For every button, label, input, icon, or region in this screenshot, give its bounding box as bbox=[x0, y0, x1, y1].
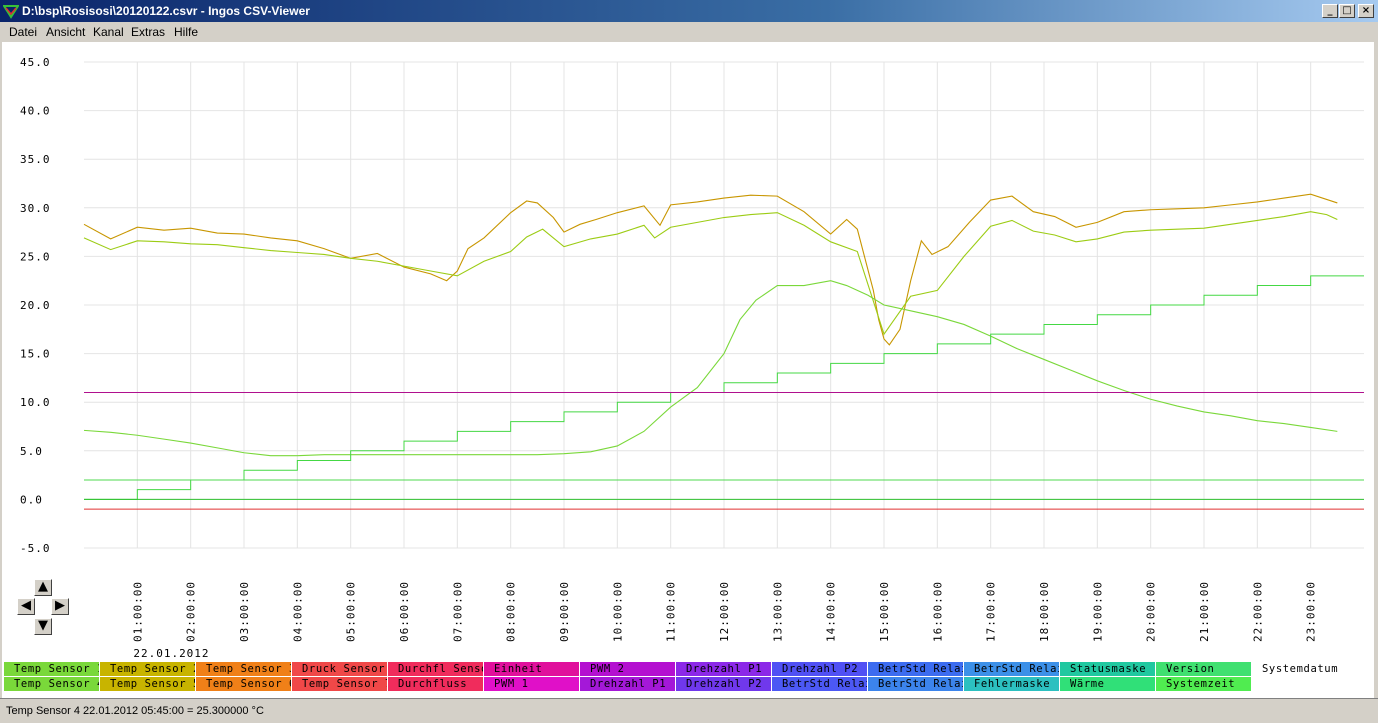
x-tick-label: 18:00:00 bbox=[1038, 581, 1051, 642]
x-tick-label: 21:00:00 bbox=[1198, 581, 1211, 642]
legend-channel[interactable]: Temp Sensor 5 bbox=[100, 677, 195, 691]
minimize-button[interactable]: _ bbox=[1322, 4, 1338, 18]
x-tick-label: 23:00:00 bbox=[1305, 581, 1318, 642]
series-line bbox=[83, 211, 1338, 336]
status-text: Temp Sensor 4 22.01.2012 05:45:00 = 25.3… bbox=[6, 705, 264, 717]
legend-channel[interactable]: Drehzahl P1 bbox=[676, 662, 771, 676]
menu-ansicht[interactable]: Ansicht bbox=[46, 25, 86, 39]
x-tick-label: 08:00:00 bbox=[505, 581, 518, 642]
y-tick-label: 25.0 bbox=[20, 250, 51, 263]
legend-channel[interactable]: Druck Sensor bbox=[292, 662, 387, 676]
menu-kanal[interactable]: Kanal bbox=[93, 25, 124, 39]
x-tick-label: 09:00:00 bbox=[558, 581, 571, 642]
legend-channel[interactable]: Statusmaske bbox=[1060, 662, 1155, 676]
date-label: 22.01.2012 bbox=[133, 647, 209, 660]
x-tick-label: 13:00:00 bbox=[771, 581, 784, 642]
legend-channel[interactable]: Systemdatum bbox=[1252, 662, 1347, 676]
navigation-pad: ▲ ◀ ▶ ▼ bbox=[16, 578, 72, 638]
legend-channel[interactable]: Temp Sensor 4 bbox=[4, 677, 99, 691]
x-tick-label: 05:00:00 bbox=[345, 581, 358, 642]
legend-channel[interactable]: Einheit bbox=[484, 662, 579, 676]
x-tick-label: 17:00:00 bbox=[985, 581, 998, 642]
legend-channel[interactable]: Drehzahl P1 bbox=[580, 677, 675, 691]
scroll-up-button[interactable]: ▲ bbox=[34, 579, 52, 596]
scroll-right-button[interactable]: ▶ bbox=[51, 598, 69, 615]
x-tick-label: 02:00:00 bbox=[185, 581, 198, 642]
x-tick-label: 20:00:00 bbox=[1145, 581, 1158, 642]
menu-datei[interactable]: Datei bbox=[9, 25, 38, 39]
title-bar[interactable]: D:\bsp\Rosisosi\20120122.csvr - Ingos CS… bbox=[0, 0, 1378, 22]
legend-channel[interactable]: Systemzeit bbox=[1156, 677, 1251, 691]
x-tick-label: 22:00:00 bbox=[1251, 581, 1264, 642]
legend-channel[interactable]: Temp Sensor 2 bbox=[100, 662, 195, 676]
x-tick-label: 03:00:00 bbox=[238, 581, 251, 642]
x-tick-label: 11:00:00 bbox=[665, 581, 678, 642]
scroll-down-button[interactable]: ▼ bbox=[34, 618, 52, 635]
legend-channel[interactable]: PWM 2 bbox=[580, 662, 675, 676]
series-line bbox=[83, 280, 1338, 457]
legend-channel[interactable]: BetrStd Relais 1 bbox=[772, 677, 867, 691]
y-tick-label: 45.0 bbox=[20, 56, 51, 69]
legend-channel[interactable]: BetrStd Relais 2 bbox=[868, 677, 963, 691]
chart-area[interactable]: 45.0 40.0 35.0 30.0 25.0 20.0 15.0 10.0 5.0 0.0 -5… bbox=[2, 42, 1374, 662]
y-tick-label: 35.0 bbox=[20, 153, 51, 166]
app-icon bbox=[3, 5, 19, 19]
menu-bar: Datei Ansicht Kanal Extras Hilfe bbox=[0, 22, 1378, 42]
y-tick-label: 15.0 bbox=[20, 348, 51, 361]
series-line bbox=[84, 275, 1364, 500]
scroll-left-button[interactable]: ◀ bbox=[17, 598, 35, 615]
line-chart[interactable]: 45.0 40.0 35.0 30.0 25.0 20.0 15.0 10.0 5.0 0.0 -5… bbox=[2, 42, 1374, 662]
x-tick-label: 10:00:00 bbox=[611, 581, 624, 642]
y-tick-label: 40.0 bbox=[20, 105, 51, 118]
x-tick-label: 12:00:00 bbox=[718, 581, 731, 642]
x-tick-label: 14:00:00 bbox=[825, 581, 838, 642]
legend-channel[interactable]: Version bbox=[1156, 662, 1251, 676]
legend-channel[interactable]: Drehzahl P2 bbox=[772, 662, 867, 676]
legend-channel[interactable]: Durchfl Sensor bbox=[388, 662, 483, 676]
x-tick-label: 01:00:00 bbox=[131, 581, 144, 642]
y-tick-label: 0.0 bbox=[20, 493, 43, 506]
legend-channel[interactable]: Temp Sensor 1 bbox=[4, 662, 99, 676]
legend-channel[interactable]: PWM 1 bbox=[484, 677, 579, 691]
legend-channel[interactable]: Temp Sensor 7 bbox=[292, 677, 387, 691]
legend-channel[interactable]: Durchfluss bbox=[388, 677, 483, 691]
x-tick-label: 06:00:00 bbox=[398, 581, 411, 642]
legend-channel[interactable]: BetrStd Relais 1 bbox=[868, 662, 963, 676]
window-title: D:\bsp\Rosisosi\20120122.csvr - Ingos CS… bbox=[22, 4, 310, 18]
legend-channel[interactable]: Drehzahl P2 bbox=[676, 677, 771, 691]
menu-hilfe[interactable]: Hilfe bbox=[174, 25, 199, 39]
series-line bbox=[83, 193, 1338, 346]
y-tick-label: 20.0 bbox=[20, 299, 51, 312]
x-tick-label: 04:00:00 bbox=[291, 581, 304, 642]
legend-channel[interactable]: Temp Sensor 3 bbox=[196, 662, 291, 676]
x-tick-label: 19:00:00 bbox=[1091, 581, 1104, 642]
y-tick-label: -5.0 bbox=[20, 542, 51, 555]
x-tick-label: 16:00:00 bbox=[931, 581, 944, 642]
legend-channel[interactable]: Temp Sensor 6 bbox=[196, 677, 291, 691]
x-tick-label: 15:00:00 bbox=[878, 581, 891, 642]
close-button[interactable]: × bbox=[1358, 4, 1374, 18]
y-tick-label: 10.0 bbox=[20, 396, 51, 409]
status-bar: Temp Sensor 4 22.01.2012 05:45:00 = 25.3… bbox=[0, 698, 1378, 723]
y-tick-label: 5.0 bbox=[20, 445, 43, 458]
maximize-button[interactable]: □ bbox=[1339, 4, 1355, 18]
x-tick-label: 07:00:00 bbox=[451, 581, 464, 642]
legend-channel[interactable]: Fehlermaske bbox=[964, 677, 1059, 691]
legend-channel[interactable]: Wärme bbox=[1060, 677, 1155, 691]
menu-extras[interactable]: Extras bbox=[131, 25, 166, 39]
y-tick-label: 30.0 bbox=[20, 202, 51, 215]
legend-channel[interactable]: BetrStd Relais 2 bbox=[964, 662, 1059, 676]
